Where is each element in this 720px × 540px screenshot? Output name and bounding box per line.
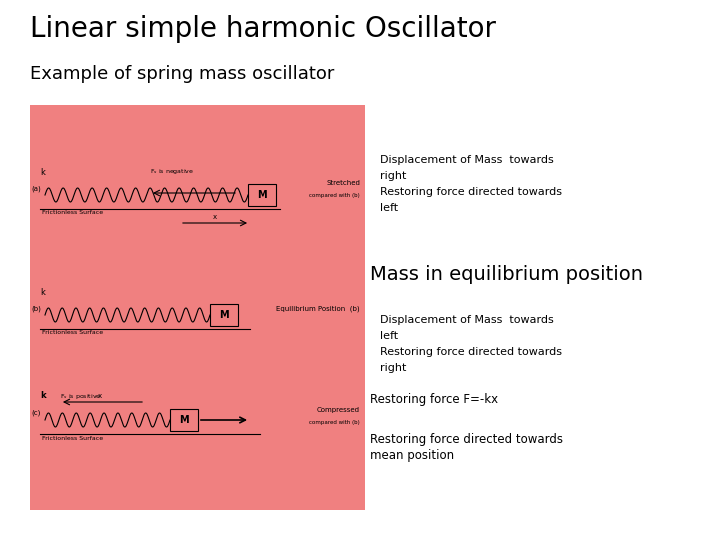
Text: x: x — [98, 393, 102, 399]
Text: Frictionless Surface: Frictionless Surface — [42, 436, 103, 441]
Text: Frictionless Surface: Frictionless Surface — [42, 330, 103, 335]
Text: right: right — [380, 171, 406, 181]
Text: x: x — [213, 214, 217, 220]
Text: Stretched: Stretched — [326, 180, 360, 186]
Text: Restoring force directed towards: Restoring force directed towards — [370, 433, 563, 446]
Bar — [210, 304, 238, 326]
Bar — [170, 409, 198, 431]
Text: Restoring force F=-kx: Restoring force F=-kx — [370, 393, 498, 406]
Text: (a): (a) — [31, 185, 41, 192]
Text: Equilibrium Position  (b): Equilibrium Position (b) — [276, 305, 360, 312]
Text: F$_s$ is positive: F$_s$ is positive — [60, 392, 102, 401]
Text: (b): (b) — [31, 305, 41, 312]
Text: Displacement of Mass  towards: Displacement of Mass towards — [380, 315, 554, 325]
Text: k: k — [40, 168, 45, 177]
Text: Mass in equilibrium position: Mass in equilibrium position — [370, 265, 643, 284]
Text: M: M — [219, 310, 229, 320]
Text: Restoring force directed towards: Restoring force directed towards — [380, 187, 562, 197]
Text: k: k — [40, 391, 45, 400]
Text: Frictionless Surface: Frictionless Surface — [42, 210, 103, 215]
Text: Linear simple harmonic Oscillator: Linear simple harmonic Oscillator — [30, 15, 496, 43]
Text: M: M — [179, 415, 189, 425]
Bar — [248, 184, 276, 206]
Text: mean position: mean position — [370, 449, 454, 462]
Text: Restoring force directed towards: Restoring force directed towards — [380, 347, 562, 357]
Text: Compressed: Compressed — [317, 407, 360, 413]
Text: Displacement of Mass  towards: Displacement of Mass towards — [380, 155, 554, 165]
Text: (c): (c) — [31, 410, 40, 416]
Text: Example of spring mass oscillator: Example of spring mass oscillator — [30, 65, 334, 83]
Text: F$_s$ is negative: F$_s$ is negative — [150, 167, 194, 176]
Text: M: M — [257, 190, 267, 200]
Text: k: k — [40, 288, 45, 297]
Text: compared with (b): compared with (b) — [310, 420, 360, 425]
Bar — [30, 105, 365, 510]
Text: left: left — [380, 331, 398, 341]
Text: compared with (b): compared with (b) — [310, 193, 360, 198]
Text: left: left — [380, 203, 398, 213]
Text: right: right — [380, 363, 406, 373]
